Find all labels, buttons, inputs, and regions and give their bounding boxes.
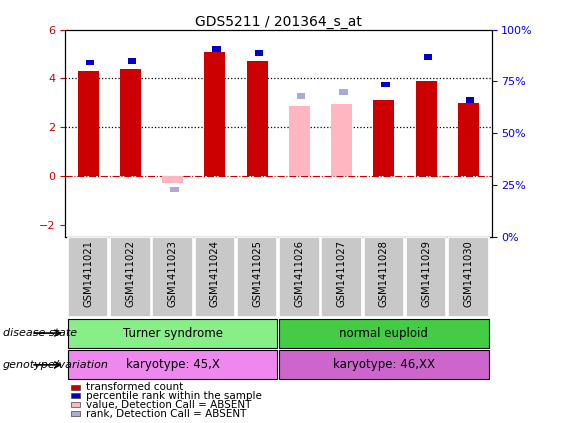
Bar [279, 319, 489, 348]
Bar [321, 237, 362, 317]
Text: karyotype: 46,XX: karyotype: 46,XX [333, 358, 435, 371]
Text: GSM1411022: GSM1411022 [125, 240, 136, 307]
Bar [458, 103, 479, 176]
Text: GSM1411028: GSM1411028 [379, 240, 389, 307]
Bar [279, 350, 489, 379]
Bar [406, 237, 446, 317]
Text: GSM1411025: GSM1411025 [252, 240, 262, 307]
Bar [194, 237, 235, 317]
Bar [68, 319, 277, 348]
Bar [77, 71, 99, 176]
Bar [237, 237, 277, 317]
Bar [448, 237, 489, 317]
Bar [162, 176, 183, 183]
Text: GSM1411027: GSM1411027 [337, 240, 346, 307]
Bar [381, 82, 390, 87]
Text: disease state: disease state [3, 328, 77, 338]
Text: karyotype: 45,X: karyotype: 45,X [126, 358, 220, 371]
Bar [212, 47, 221, 52]
Text: GSM1411023: GSM1411023 [168, 240, 177, 307]
Bar [170, 187, 179, 192]
Bar [128, 58, 136, 63]
Text: GSM1411030: GSM1411030 [463, 240, 473, 307]
Text: GSM1411021: GSM1411021 [83, 240, 93, 307]
Bar [415, 81, 437, 176]
Text: transformed count: transformed count [86, 382, 184, 392]
Text: GSM1411029: GSM1411029 [421, 240, 431, 307]
Text: genotype/variation: genotype/variation [3, 360, 108, 370]
Bar [297, 93, 305, 99]
Text: percentile rank within the sample: percentile rank within the sample [86, 391, 262, 401]
Bar [153, 237, 193, 317]
Bar [110, 237, 151, 317]
Bar [68, 350, 277, 379]
Bar [424, 54, 432, 60]
Bar [466, 97, 474, 102]
Bar [373, 100, 394, 176]
Bar [246, 61, 268, 176]
Bar [331, 104, 352, 176]
Text: value, Detection Call = ABSENT: value, Detection Call = ABSENT [86, 400, 252, 410]
Text: GSM1411026: GSM1411026 [294, 240, 305, 307]
Bar [279, 237, 320, 317]
Bar [339, 89, 347, 95]
Title: GDS5211 / 201364_s_at: GDS5211 / 201364_s_at [195, 14, 362, 29]
Text: normal euploid: normal euploid [340, 327, 428, 340]
Bar [120, 69, 141, 176]
Text: GSM1411024: GSM1411024 [210, 240, 220, 307]
Bar [86, 60, 94, 66]
Bar [364, 237, 404, 317]
Bar [289, 107, 310, 176]
Text: Turner syndrome: Turner syndrome [123, 327, 223, 340]
Text: rank, Detection Call = ABSENT: rank, Detection Call = ABSENT [86, 409, 247, 419]
Bar [68, 237, 108, 317]
Bar [255, 50, 263, 56]
Bar [205, 52, 225, 176]
